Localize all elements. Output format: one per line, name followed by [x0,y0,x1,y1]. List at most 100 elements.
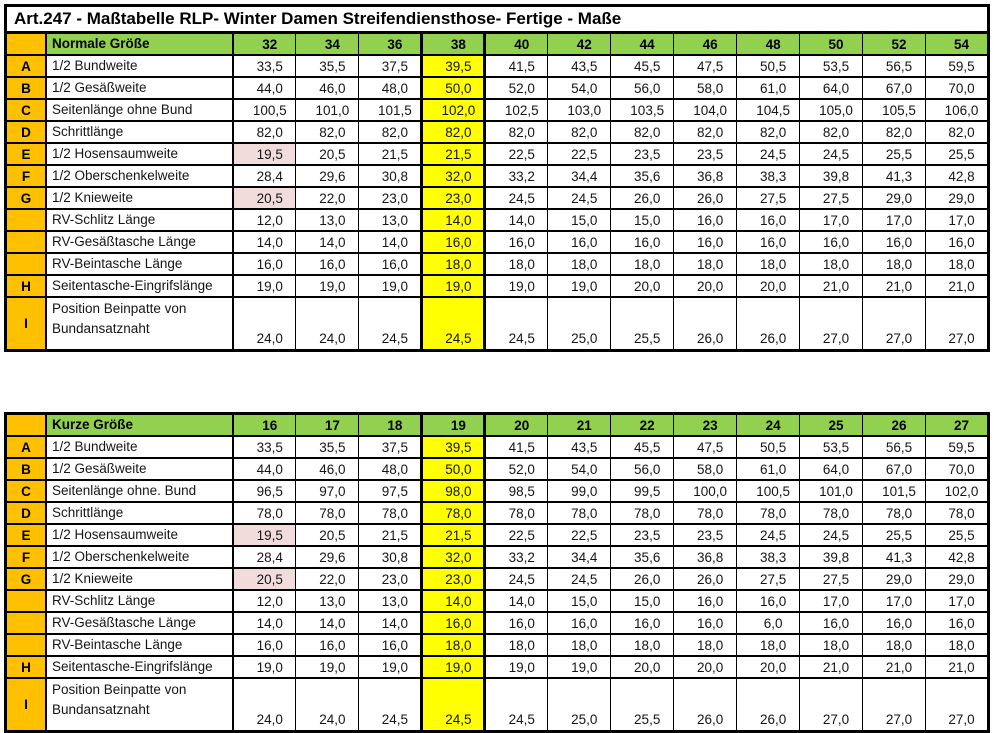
value-cell: 101,0 [295,98,360,122]
value-cell: 103,5 [610,98,675,122]
value-cell: 42,8 [924,164,990,188]
value-cell: 78,0 [924,501,990,525]
measurement-row: D Schrittlänge 82,0 82,0 82,0 82,0 82,0 82,0 82,… [5,120,990,144]
value-cell: 16,0 [232,633,297,657]
measurement-row: E 1/2 Hosensaumweite 19,5 20,5 21,5 21,5 22,5 2… [5,142,990,166]
value-cell: 27,0 [862,296,926,352]
value-cell: 26,0 [736,296,801,352]
value-cell: 27,5 [736,186,801,210]
measurement-row: RV-Gesäßtasche Länge 14,0 14,0 14,0 16,0 16,0… [5,230,990,254]
value-cell: 22,5 [547,523,612,547]
measurement-row: A 1/2 Bundweite 33,5 35,5 37,5 39,5 41,5 43,5 45… [5,435,990,459]
value-cell: 82,0 [610,120,675,144]
measurement-row: RV-Gesäßtasche Länge 14,0 14,0 14,0 16,0 16,0… [5,611,990,635]
value-cell: 21,5 [358,142,423,166]
value-cell: 24,5 [484,296,549,352]
value-cell: 47,5 [673,435,738,459]
value-cell: 53,5 [799,54,864,78]
value-cell: 30,8 [358,164,423,188]
row-label-cell: Seitentasche-Eingrifslänge [45,655,234,679]
value-cell: 38,3 [736,164,801,188]
row-letter-cell [5,633,47,657]
value-cell: 17,0 [924,589,990,613]
size-header-cell: 18 [358,412,423,437]
size-header-cell: 16 [232,412,297,437]
value-cell: 21,0 [799,655,864,679]
value-cell: 37,5 [358,54,423,78]
value-cell: 24,5 [358,677,423,733]
value-cell: 16,0 [610,611,675,635]
value-cell: 98,0 [420,479,487,503]
value-cell: 19,5 [232,142,297,166]
row-letter-cell: I [5,296,47,352]
value-cell: 12,0 [232,589,297,613]
row-letter-cell: E [5,142,47,166]
value-cell: 16,0 [862,230,926,254]
value-cell: 50,5 [736,435,801,459]
value-cell: 78,0 [673,501,738,525]
row-label-cell: 1/2 Oberschenkelweite [45,545,234,569]
value-cell: 21,0 [924,655,990,679]
short-sizes-table-section: Kurze Größe 16 17 18 19 20 21 22 23 24 25 26 27 A 1/2 … [4,412,990,733]
value-cell: 21,0 [862,655,926,679]
value-cell: 39,5 [420,54,487,78]
value-cell: 104,5 [736,98,801,122]
row-label-cell: 1/2 Oberschenkelweite [45,164,234,188]
value-cell: 19,5 [232,523,297,547]
row-label-cell: 1/2 Hosensaumweite [45,523,234,547]
value-cell: 20,5 [295,523,360,547]
value-cell: 70,0 [924,457,990,481]
size-header-cell: 20 [484,412,549,437]
row-letter-cell [5,589,47,613]
value-cell: 21,0 [799,274,864,298]
value-cell: 39,8 [799,545,864,569]
value-cell: 23,5 [610,523,675,547]
value-cell: 27,5 [799,567,864,591]
value-cell: 17,0 [862,208,926,232]
value-cell: 18,0 [484,633,549,657]
value-cell: 35,5 [295,54,360,78]
value-cell: 36,8 [673,545,738,569]
value-cell: 56,0 [610,457,675,481]
value-cell: 67,0 [862,457,926,481]
value-cell: 56,0 [610,76,675,100]
row-label-cell: Schrittlänge [45,501,234,525]
value-cell: 12,0 [232,208,297,232]
row-label-cell: 1/2 Gesäßweite [45,76,234,100]
value-cell: 98,5 [484,479,549,503]
value-cell: 82,0 [358,120,423,144]
corner-cell [5,31,47,56]
value-cell: 21,5 [420,142,487,166]
value-cell: 50,0 [420,76,487,100]
measurement-row: RV-Schlitz Länge 12,0 13,0 13,0 14,0 14,0 15,0… [5,589,990,613]
value-cell: 33,2 [484,545,549,569]
value-cell: 18,0 [799,252,864,276]
row-letter-cell: F [5,164,47,188]
value-cell: 6,0 [736,611,801,635]
size-header-cell: 46 [673,31,738,56]
size-header-cell: 23 [673,412,738,437]
value-cell: 24,5 [484,186,549,210]
row-label-cell: Seitenlänge ohne Bund [45,98,234,122]
size-header-cell: 42 [547,31,612,56]
value-cell: 82,0 [484,120,549,144]
value-cell: 25,5 [610,677,675,733]
value-cell: 59,5 [924,435,990,459]
value-cell: 97,5 [358,479,423,503]
value-cell: 78,0 [862,501,926,525]
value-cell: 19,0 [295,655,360,679]
value-cell: 45,5 [610,54,675,78]
value-cell: 102,5 [484,98,549,122]
value-cell: 21,5 [358,523,423,547]
value-cell: 42,8 [924,545,990,569]
value-cell: 22,0 [295,186,360,210]
value-cell: 19,0 [358,655,423,679]
value-cell: 82,0 [736,120,801,144]
row-letter-cell: D [5,120,47,144]
value-cell: 33,5 [232,435,297,459]
value-cell: 29,0 [924,567,990,591]
size-header-cell: 34 [295,31,360,56]
value-cell: 18,0 [799,633,864,657]
value-cell: 102,0 [420,98,487,122]
value-cell: 17,0 [862,589,926,613]
